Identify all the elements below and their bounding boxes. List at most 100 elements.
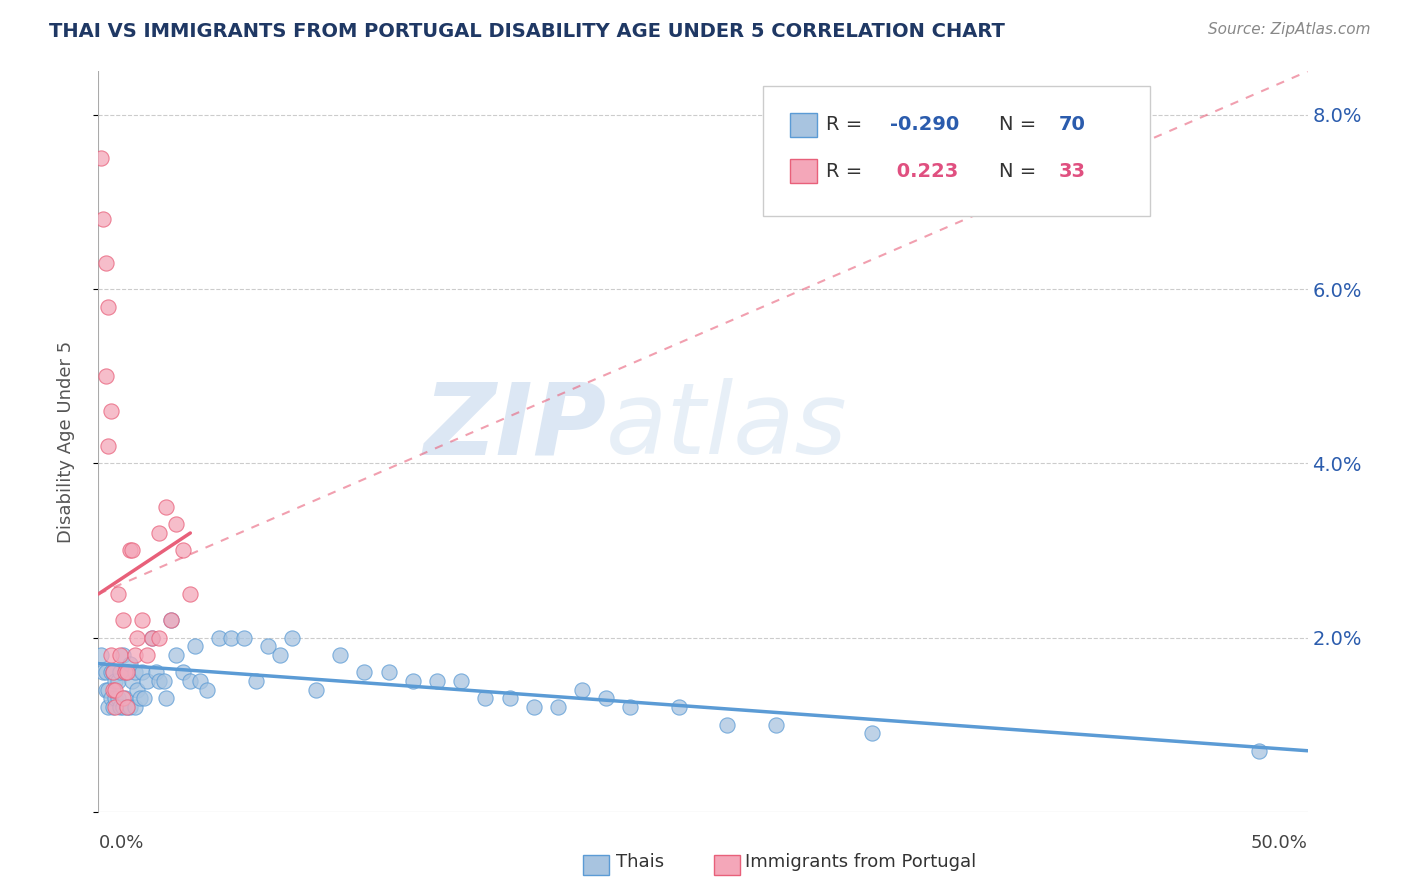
Point (148, 674, 170, 689)
Point (426, 674, 449, 689)
Point (127, 682, 149, 697)
Point (402, 674, 425, 689)
Point (765, 717, 787, 731)
Point (160, 613, 183, 627)
Point (127, 631, 149, 645)
Point (117, 665, 139, 680)
Point (107, 674, 129, 689)
FancyBboxPatch shape (763, 87, 1150, 216)
Point (97, 439, 120, 453)
Point (114, 665, 136, 680)
Point (101, 682, 124, 697)
Point (124, 648, 146, 662)
Point (498, 691, 520, 706)
Point (124, 700, 146, 714)
Point (117, 700, 139, 714)
Text: -0.290: -0.290 (890, 115, 960, 134)
Point (111, 700, 134, 714)
Point (135, 674, 157, 689)
Point (195, 682, 218, 697)
Point (145, 665, 167, 680)
Point (172, 543, 194, 558)
Point (107, 587, 129, 601)
Text: atlas: atlas (606, 378, 848, 475)
Point (155, 691, 177, 706)
Text: ZIP: ZIP (423, 378, 606, 475)
Text: N =: N = (1000, 161, 1043, 181)
FancyBboxPatch shape (790, 112, 817, 136)
Point (595, 691, 617, 706)
Text: 33: 33 (1059, 161, 1085, 181)
Point (104, 682, 127, 697)
Point (165, 517, 187, 532)
Point (148, 526, 170, 541)
Point (90, 648, 112, 662)
Point (353, 665, 375, 680)
Point (134, 691, 156, 706)
Point (118, 657, 141, 671)
Point (716, 717, 738, 731)
Point (97, 700, 120, 714)
Point (256, 639, 278, 653)
Point (1249, 744, 1271, 758)
Point (474, 691, 496, 706)
Point (121, 674, 143, 689)
Text: Immigrants from Portugal: Immigrants from Portugal (745, 853, 976, 871)
Point (128, 691, 150, 706)
Point (668, 700, 690, 714)
Point (100, 665, 122, 680)
Point (135, 648, 157, 662)
Text: 50.0%: 50.0% (1251, 834, 1308, 852)
Point (104, 691, 127, 706)
Point (148, 631, 170, 645)
Point (107, 691, 129, 706)
Point (269, 648, 291, 662)
Point (117, 665, 139, 680)
Point (221, 631, 243, 645)
Point (160, 613, 183, 627)
Point (121, 543, 143, 558)
Point (124, 665, 146, 680)
Point (141, 631, 163, 645)
Point (114, 691, 136, 706)
Point (91, 212, 114, 227)
Text: 0.223: 0.223 (890, 161, 959, 181)
Point (152, 674, 174, 689)
Point (619, 700, 641, 714)
Point (94, 665, 117, 680)
Point (232, 631, 254, 645)
Point (114, 665, 136, 680)
Point (377, 665, 399, 680)
Point (101, 665, 124, 680)
Point (305, 682, 328, 697)
Point (281, 631, 304, 645)
Point (118, 700, 141, 714)
Point (117, 700, 139, 714)
Text: 0.0%: 0.0% (98, 834, 143, 852)
Text: 70: 70 (1059, 115, 1085, 134)
Text: R =: R = (827, 161, 869, 181)
Point (450, 674, 472, 689)
Point (131, 613, 153, 627)
Point (188, 674, 211, 689)
Point (94, 256, 117, 270)
Point (100, 648, 122, 662)
FancyBboxPatch shape (790, 160, 817, 183)
Point (97, 300, 120, 314)
Point (165, 648, 187, 662)
Point (100, 404, 122, 418)
Point (111, 691, 134, 706)
Point (155, 500, 177, 514)
Point (329, 648, 352, 662)
Point (94, 682, 117, 697)
Point (131, 665, 153, 680)
Point (571, 682, 593, 697)
Point (104, 700, 127, 714)
Point (97, 682, 120, 697)
Point (111, 613, 134, 627)
Point (172, 665, 194, 680)
Text: Thais: Thais (616, 853, 664, 871)
Text: Source: ZipAtlas.com: Source: ZipAtlas.com (1208, 22, 1371, 37)
Point (108, 665, 131, 680)
Point (111, 648, 134, 662)
